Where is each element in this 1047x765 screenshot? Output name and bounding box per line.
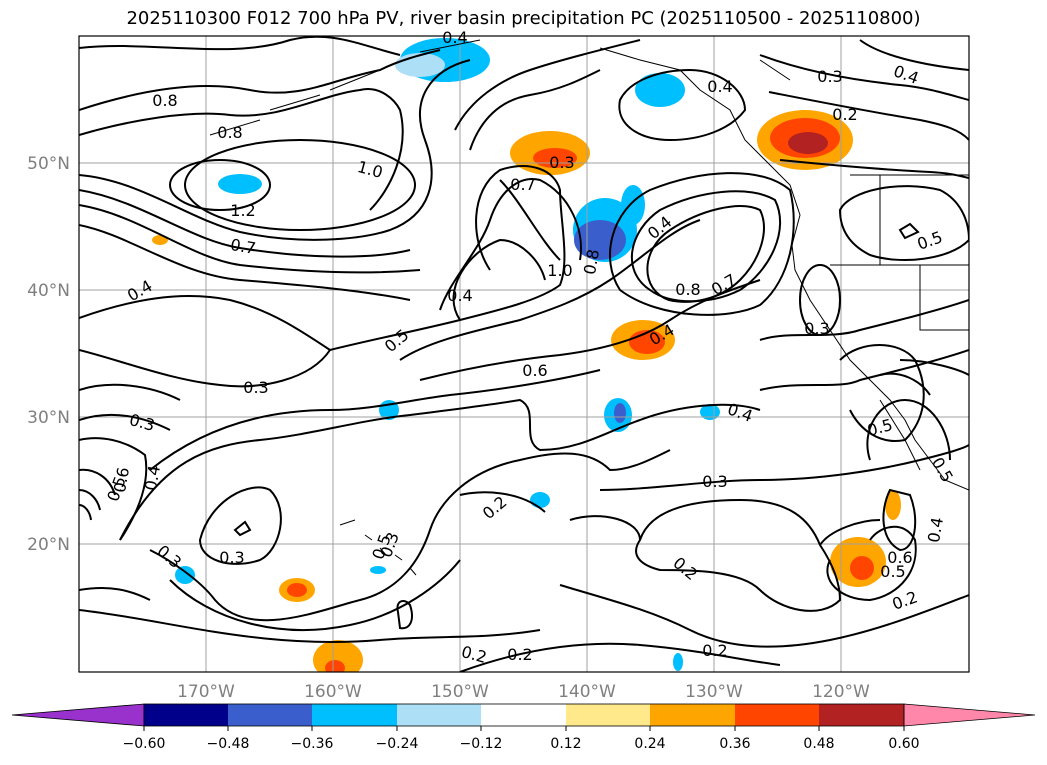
contour-label: 0.2 [702, 641, 727, 660]
contour-label: 0.2 [479, 492, 511, 523]
map-frame [78, 35, 970, 673]
colorbar-extend-max [903, 703, 1036, 727]
contour-label: 0.2 [669, 553, 701, 584]
lon-label: 130°W [685, 682, 743, 702]
contour-label: 0.2 [459, 642, 489, 667]
colorbar-segment [312, 704, 397, 726]
lon-label: 170°W [177, 682, 235, 702]
contour-label: 1.0 [355, 157, 385, 182]
colorbar-tick: −0.12 [460, 736, 503, 752]
contour-label: 0.6 [522, 361, 547, 380]
contour-label: 0.7 [510, 175, 535, 194]
colorbar-extend-min [11, 703, 145, 727]
contour-label: 0.4 [447, 286, 472, 305]
lat-label: 40°N [27, 281, 70, 301]
contour-label: 0.3 [243, 378, 268, 397]
contour-label: 0.7 [229, 235, 257, 258]
lat-label: 20°N [27, 535, 70, 555]
contour-label: 0.5 [928, 454, 957, 486]
contour-label: 1.0 [547, 261, 572, 280]
lon-labels: 170°W 160°W 150°W 140°W 130°W 120°W [177, 682, 870, 702]
colorbar: −0.60 −0.48 −0.36 −0.24 −0.12 0.12 0.24 … [11, 703, 1036, 752]
colorbar-segment [397, 704, 481, 726]
contour-label: 0.5 [880, 562, 905, 581]
colorbar-segment [650, 704, 735, 726]
colorbar-segment [144, 704, 228, 726]
contour-label: 0.4 [141, 464, 164, 492]
colorbar-segment [735, 704, 819, 726]
contour-label: 0.3 [549, 153, 574, 172]
colorbar-tick: 0.12 [550, 736, 581, 752]
lon-label: 140°W [558, 682, 616, 702]
colorbar-segment [566, 704, 650, 726]
contour-label: 0.3 [219, 548, 244, 567]
lon-label: 160°W [304, 682, 362, 702]
lon-label: 120°W [812, 682, 870, 702]
contour-label: 0.5 [915, 227, 945, 254]
contour-label: 0.6 [110, 466, 133, 494]
contour-label: 0.8 [217, 123, 242, 142]
contour-label: 0.4 [644, 212, 676, 243]
contour-label: 0.7 [708, 270, 740, 299]
colorbar-tick: 0.60 [888, 736, 919, 752]
contour-label: 0.5 [865, 415, 895, 440]
colorbar-segment [228, 704, 312, 726]
pv-contours [79, 36, 969, 672]
contour-label: 1.2 [230, 201, 255, 220]
lat-labels: 50°N 40°N 30°N 20°N [27, 154, 70, 555]
map-title: 2025110300 F012 700 hPa PV, river basin … [126, 8, 921, 29]
contour-label: 0.4 [725, 399, 755, 426]
colorbar-tick: −0.36 [291, 736, 334, 752]
lon-label: 150°W [431, 682, 489, 702]
lat-label: 50°N [27, 154, 70, 174]
colorbar-segment [481, 704, 566, 726]
contour-label: 0.4 [924, 516, 947, 544]
colorbar-tick: −0.48 [207, 736, 250, 752]
contour-label: 0.2 [832, 105, 857, 124]
colorbar-tick: 0.48 [803, 736, 834, 752]
contour-label: 0.8 [675, 280, 700, 299]
gridlines [79, 36, 969, 672]
contour-label: 0.3 [127, 410, 157, 435]
contour-label: 0.3 [702, 472, 727, 491]
contour-label: 0.5 [381, 325, 413, 356]
contour-label: 0.8 [580, 248, 603, 276]
colorbar-tick: −0.24 [376, 736, 419, 752]
contour-label: 0.2 [507, 645, 532, 664]
lat-label: 30°N [27, 408, 70, 428]
colorbar-tick: 0.36 [719, 736, 750, 752]
contour-label: 0.8 [152, 91, 177, 110]
contour-label: 0.4 [124, 276, 156, 305]
contour-label: 0.4 [707, 77, 732, 96]
contour-label: 0.3 [817, 67, 842, 86]
contour-label: 0.3 [804, 319, 829, 338]
contour-label: 0.6 [887, 548, 912, 567]
colorbar-tick: −0.60 [123, 736, 166, 752]
contour-label: 0.4 [442, 28, 467, 47]
coastlines [209, 39, 969, 576]
colorbar-segment [819, 704, 904, 726]
colorbar-tick: 0.24 [634, 736, 665, 752]
